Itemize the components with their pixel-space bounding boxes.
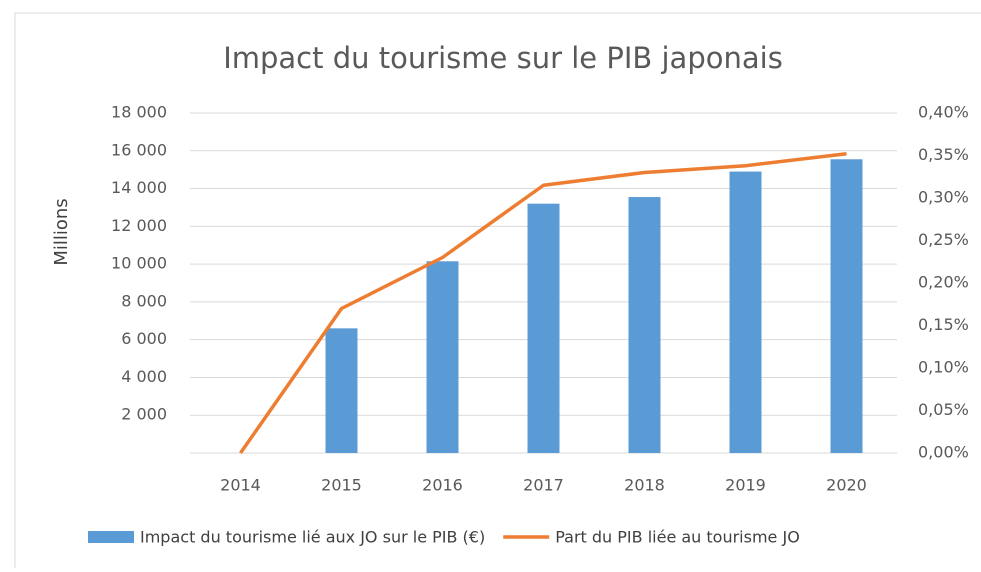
x-tick-label: 2014 bbox=[220, 476, 261, 495]
x-tick-label: 2018 bbox=[624, 476, 665, 495]
y-tick-label: 8 000 bbox=[121, 291, 167, 310]
x-tick-label: 2016 bbox=[422, 476, 463, 495]
x-tick-label: 2020 bbox=[826, 476, 867, 495]
y2-tick-label: 0,00% bbox=[918, 443, 969, 462]
y2-tick-label: 0,05% bbox=[918, 400, 969, 419]
y-tick-label: 14 000 bbox=[111, 178, 167, 197]
bar bbox=[628, 197, 661, 453]
y2-tick-label: 0,30% bbox=[918, 188, 969, 207]
y-tick-label: 12 000 bbox=[111, 216, 167, 235]
y-tick-label: 6 000 bbox=[121, 329, 167, 348]
y-axis-label: Millions bbox=[51, 198, 72, 265]
legend-label: Impact du tourisme lié aux JO sur le PIB… bbox=[140, 528, 485, 547]
legend-label: Part du PIB liée au tourisme JO bbox=[555, 528, 800, 547]
y2-tick-label: 0,25% bbox=[918, 230, 969, 249]
bar bbox=[325, 328, 358, 453]
x-tick-label: 2015 bbox=[321, 476, 362, 495]
bar bbox=[729, 171, 762, 454]
chart-border bbox=[14, 12, 981, 572]
x-tick-label: 2017 bbox=[523, 476, 564, 495]
bar bbox=[830, 159, 863, 453]
legend-swatch bbox=[88, 531, 134, 543]
y-tick-label: 16 000 bbox=[111, 140, 167, 159]
y-tick-label: 18 000 bbox=[111, 103, 167, 122]
y-tick-label: 2 000 bbox=[121, 405, 167, 424]
line-series bbox=[239, 152, 847, 455]
y-tick-label: 10 000 bbox=[111, 254, 167, 273]
y2-tick-label: 0,35% bbox=[918, 145, 969, 164]
y2-tick-label: 0,10% bbox=[918, 358, 969, 377]
bar bbox=[426, 261, 459, 453]
x-tick-label: 2019 bbox=[725, 476, 766, 495]
bar bbox=[527, 203, 560, 453]
chart-title: Impact du tourisme sur le PIB japonais bbox=[223, 41, 783, 75]
y2-tick-label: 0,40% bbox=[918, 103, 969, 122]
y2-tick-label: 0,15% bbox=[918, 315, 969, 334]
y2-tick-label: 0,20% bbox=[918, 273, 969, 292]
y-tick-label: 4 000 bbox=[121, 367, 167, 386]
